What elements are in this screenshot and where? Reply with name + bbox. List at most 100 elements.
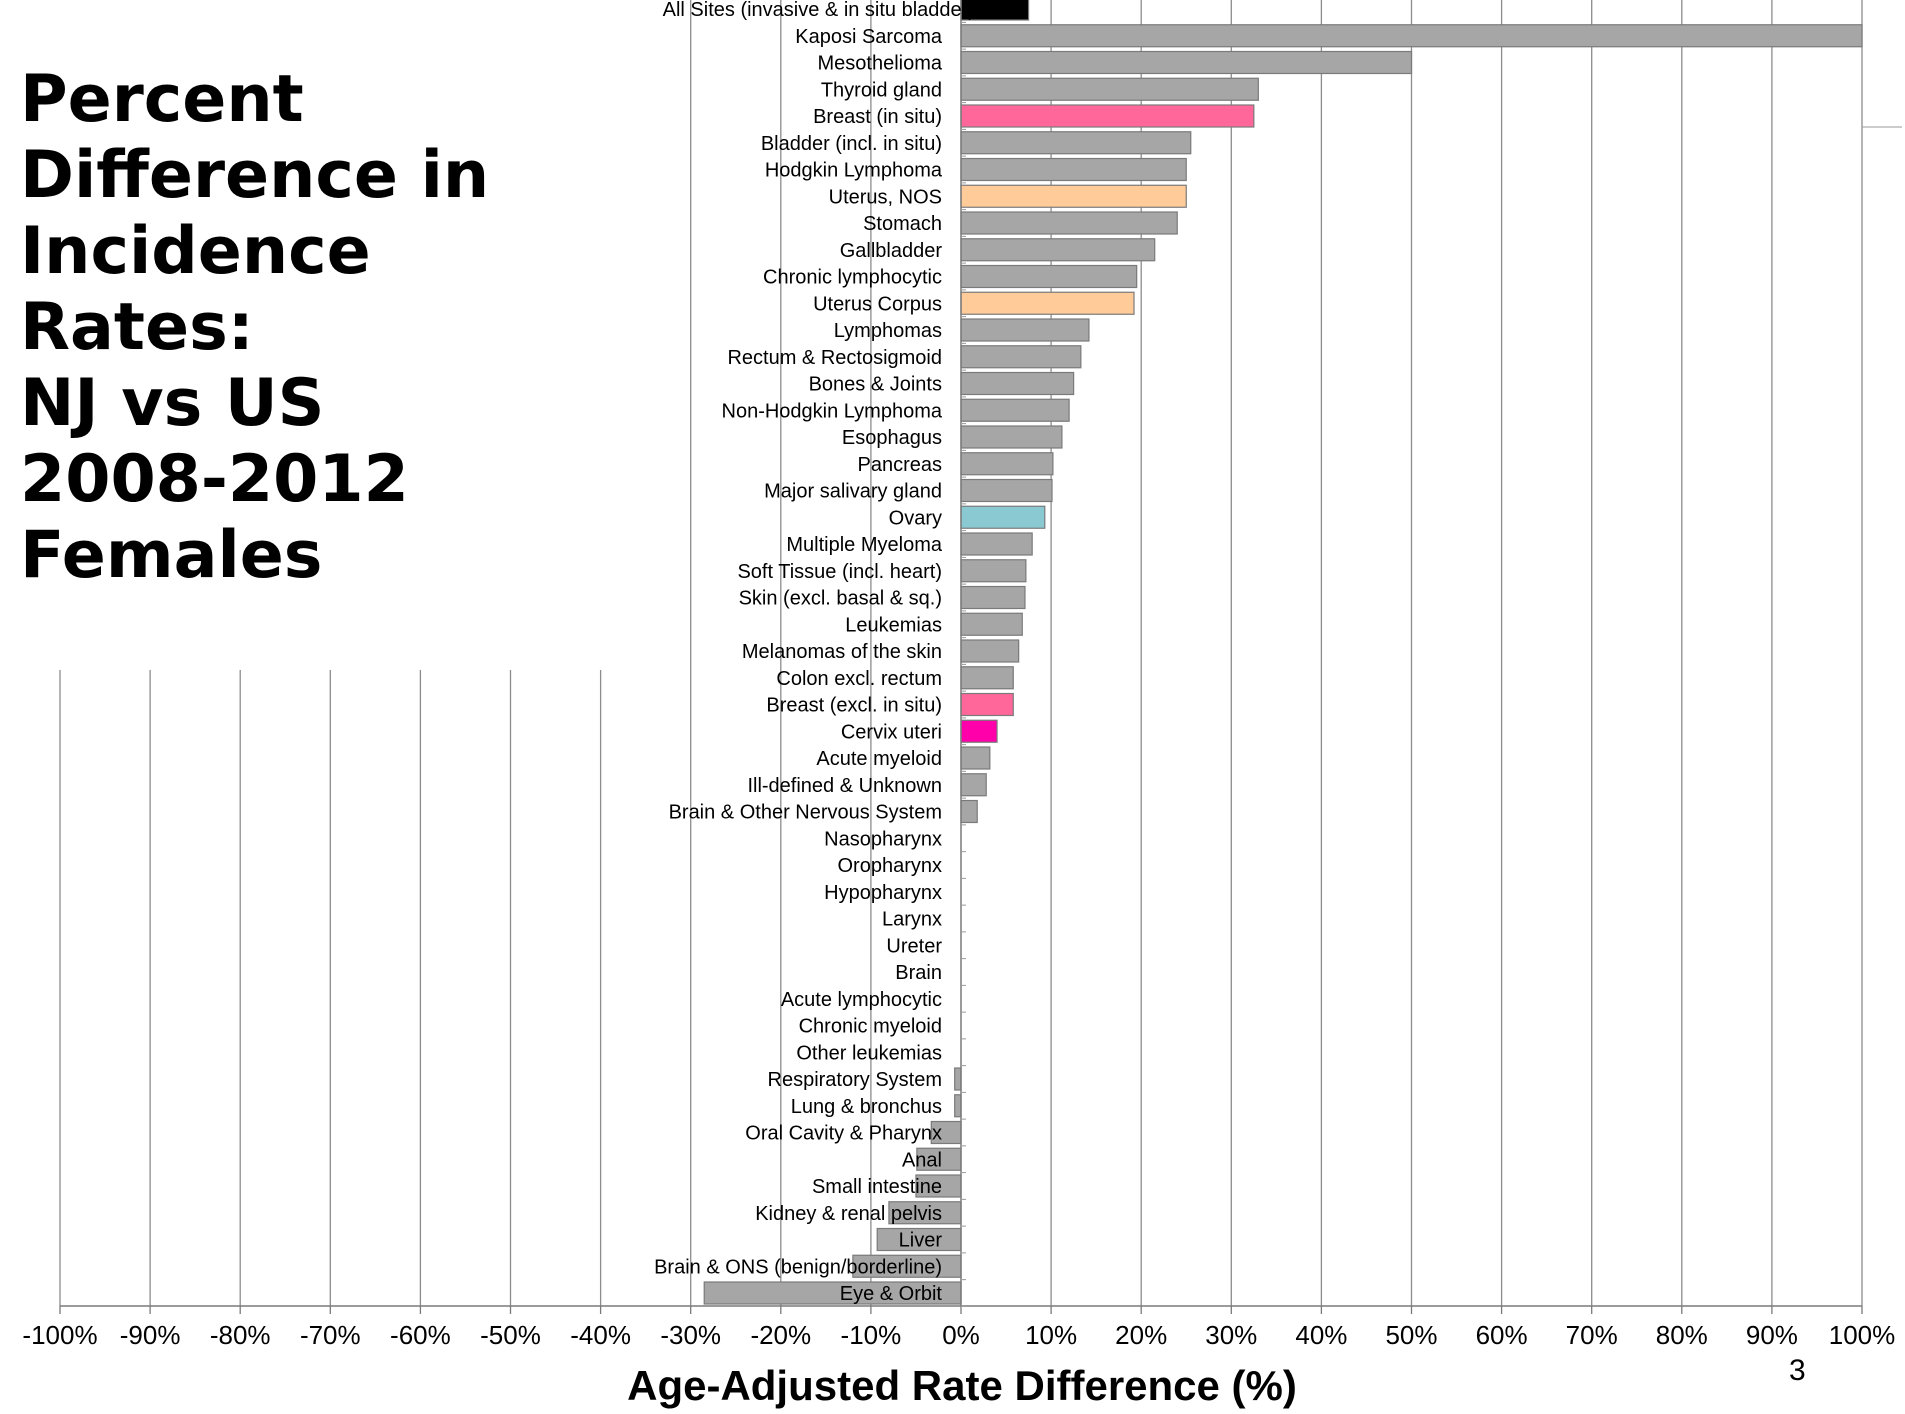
bar [960, 452, 1054, 476]
category-label: Acute lymphocytic [781, 989, 942, 1011]
x-tick-label: 10% [1025, 1320, 1077, 1350]
category-label: Ovary [889, 507, 942, 529]
bar [960, 559, 1027, 583]
category-label: Cervix uteri [841, 721, 942, 743]
category-label: Colon excl. rectum [776, 668, 942, 690]
category-label: Bones & Joints [809, 374, 942, 396]
x-tick-label: 0% [942, 1320, 980, 1350]
category-label: Breast (in situ) [813, 106, 942, 128]
x-tick-label: 40% [1295, 1320, 1347, 1350]
bar [960, 692, 1014, 717]
slide-title-line: Rates: [20, 290, 254, 365]
bar [960, 612, 1023, 636]
bar [960, 639, 1020, 663]
x-tick-label: -90% [120, 1320, 181, 1350]
bar [960, 478, 1053, 503]
x-tick-label: -30% [660, 1320, 721, 1350]
bar [960, 157, 1187, 182]
bar [960, 371, 1075, 396]
category-label: Other leukemias [796, 1042, 942, 1064]
bar [960, 291, 1135, 315]
category-label: Ill-defined & Unknown [747, 775, 942, 797]
x-axis: -100% -90% -80% -70% -60% -50% -40% -30% -20% -10… [22, 0, 1902, 1350]
category-label: Anal [902, 1149, 942, 1171]
category-label: Skin (excl. basal & sq.) [739, 588, 942, 610]
x-tick-label: -70% [300, 1320, 361, 1350]
x-tick-label: 90% [1746, 1320, 1798, 1350]
bar [960, 24, 1863, 48]
category-label: Lymphomas [834, 320, 942, 342]
category-label: Uterus Corpus [813, 293, 942, 315]
category-label: Non-Hodgkin Lymphoma [722, 400, 943, 422]
gridlines [59, 0, 1863, 1306]
bar [960, 77, 1259, 101]
bar [960, 719, 998, 743]
bar [960, 746, 991, 770]
category-label: Multiple Myeloma [786, 534, 942, 556]
category-label: Pancreas [858, 454, 943, 476]
category-label: Major salivary gland [764, 481, 942, 503]
bar [960, 585, 1026, 610]
bar [960, 773, 987, 797]
x-tick-label: 50% [1385, 1320, 1437, 1350]
x-tick-label: 60% [1476, 1320, 1528, 1350]
slide-title-line: Incidence [20, 214, 371, 289]
category-label: Stomach [863, 213, 942, 235]
slide-title-line: Females [20, 518, 323, 593]
category-label: Soft Tissue (incl. heart) [737, 561, 942, 583]
category-label: Brain [895, 962, 942, 984]
category-label: Lung & bronchus [791, 1096, 942, 1118]
category-label: Hodgkin Lymphoma [765, 160, 943, 182]
bar [960, 345, 1082, 369]
category-label: Leukemias [845, 614, 942, 636]
category-label: Melanomas of the skin [742, 641, 942, 663]
slide-title-line: 2008-2012 [20, 442, 409, 517]
category-label: Chronic lymphocytic [763, 267, 942, 289]
x-tick-label: 30% [1205, 1320, 1257, 1350]
bar [960, 131, 1192, 155]
slide-title-line: Difference in [20, 138, 490, 213]
category-label: Eye & Orbit [840, 1283, 943, 1305]
x-tick-label: -40% [570, 1320, 631, 1350]
category-label: Breast (excl. in situ) [766, 695, 942, 717]
category-label: Brain & Other Nervous System [669, 802, 942, 824]
bar [960, 666, 1014, 690]
category-label: Hypopharynx [824, 882, 942, 904]
x-tick-label: 20% [1115, 1320, 1167, 1350]
category-label: Bladder (incl. in situ) [761, 133, 942, 155]
category-label: Larynx [882, 909, 942, 931]
page-number: 3 [1789, 1354, 1806, 1387]
x-tick-label: 100% [1829, 1320, 1896, 1350]
x-tick-label: 80% [1656, 1320, 1708, 1350]
category-label: Kidney & renal pelvis [755, 1203, 942, 1225]
bar [960, 505, 1046, 529]
category-label: Acute myeloid [816, 748, 942, 770]
x-tick-label: 70% [1566, 1320, 1618, 1350]
bar [960, 425, 1063, 449]
x-tick-label: -80% [210, 1320, 271, 1350]
bar [960, 184, 1187, 208]
category-label: Chronic myeloid [799, 1016, 942, 1038]
bar [960, 799, 978, 824]
bar [960, 398, 1070, 422]
category-label: Oral Cavity & Pharynx [745, 1123, 942, 1145]
bar [960, 211, 1178, 235]
category-label: All Sites (invasive & in situ bladder) [663, 0, 975, 21]
bar [960, 50, 1413, 75]
category-label: Liver [899, 1230, 943, 1252]
x-tick-label: -60% [390, 1320, 451, 1350]
category-label: Oropharynx [838, 855, 943, 877]
category-label: Kaposi Sarcoma [795, 26, 943, 48]
category-label: Uterus, NOS [829, 186, 942, 208]
bar [960, 318, 1090, 342]
bar [954, 1067, 962, 1091]
category-label: Ureter [886, 935, 942, 957]
category-label: Gallbladder [840, 240, 943, 262]
x-tick-label: -100% [22, 1320, 97, 1350]
bars [703, 0, 1863, 1305]
category-labels: All Sites (invasive & in situ bladder) Ka… [654, 0, 975, 1305]
category-label: Brain & ONS (benign/borderline) [654, 1256, 942, 1278]
category-label: Respiratory System [768, 1069, 943, 1091]
x-axis-title: Age-Adjusted Rate Difference (%) [627, 1362, 1297, 1409]
